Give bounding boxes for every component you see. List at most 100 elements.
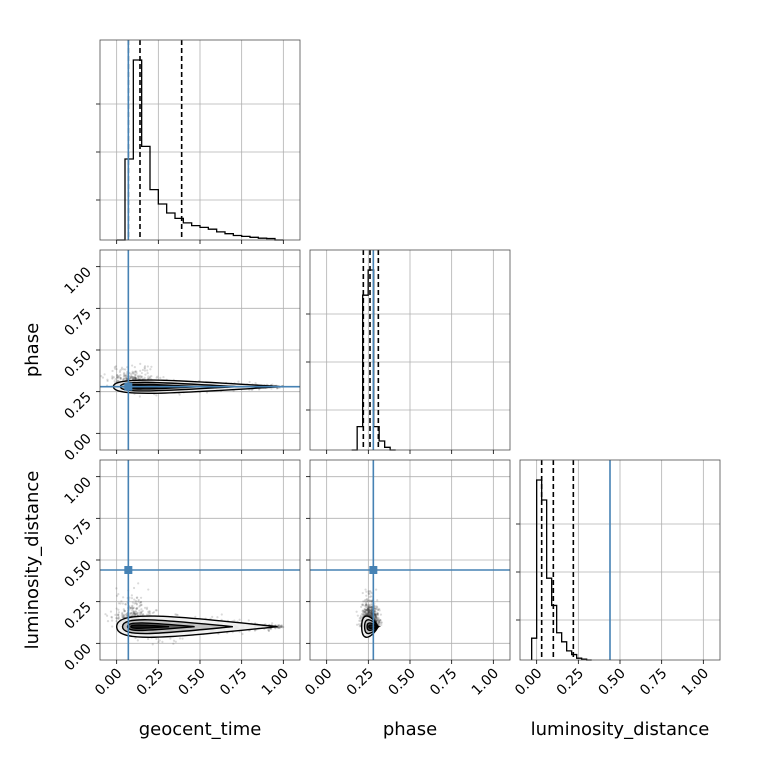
x-tick-label: 0.75 [217, 666, 250, 699]
x-tick-label: 1.00 [469, 666, 502, 699]
scatter-point [366, 608, 369, 612]
scatter-point [365, 604, 368, 607]
scatter-point [156, 375, 159, 378]
scatter-point [124, 603, 127, 606]
scatter-point [132, 611, 136, 614]
scatter-point [123, 613, 126, 616]
scatter-point [139, 611, 142, 614]
scatter-point [370, 612, 373, 616]
scatter-point [368, 603, 371, 606]
scatter-point [137, 377, 140, 380]
histogram-step [116, 59, 284, 241]
scatter-point [116, 376, 119, 379]
x-tick-label: 0.00 [302, 666, 335, 699]
scatter-point [178, 393, 181, 396]
scatter-point [369, 589, 372, 593]
scatter-point [361, 609, 364, 613]
scatter-point [377, 608, 380, 611]
scatter-point [365, 612, 368, 615]
scatter-point [122, 596, 125, 599]
x-tick-label: 0.00 [512, 666, 545, 699]
scatter-point [109, 610, 113, 613]
scatter-point [373, 606, 376, 610]
scatter-point [253, 629, 257, 632]
scatter-point [124, 374, 127, 378]
scatter-point [155, 376, 158, 379]
scatter-point [376, 612, 379, 615]
scatter-point [376, 619, 379, 622]
scatter-point [373, 615, 377, 618]
scatter-point [380, 623, 383, 626]
scatter-point [143, 366, 146, 369]
scatter-point [376, 612, 380, 615]
scatter-point [362, 600, 365, 603]
scatter-point [373, 614, 377, 617]
scatter-point [174, 613, 177, 616]
y-tick-label: 0.50 [61, 558, 94, 591]
truth-marker [369, 566, 378, 574]
scatter-point [178, 637, 182, 640]
scatter-point [363, 610, 366, 614]
scatter-point [132, 606, 136, 609]
scatter-point [122, 377, 125, 381]
scatter-point [367, 591, 370, 594]
scatter-point [368, 606, 371, 609]
scatter-point [134, 370, 137, 373]
scatter-point [364, 609, 368, 612]
scatter-point [368, 613, 371, 616]
scatter-point [118, 375, 121, 378]
scatter-point [364, 605, 367, 609]
scatter-point [373, 613, 377, 616]
scatter-point [376, 612, 379, 616]
scatter-point [362, 611, 365, 614]
scatter-point [116, 614, 120, 617]
x-tick-label: 0.75 [427, 666, 460, 699]
scatter-point [370, 604, 373, 607]
scatter-point [141, 609, 144, 613]
scatter-point [136, 374, 139, 377]
scatter-point [216, 616, 219, 619]
scatter-point [233, 619, 236, 622]
scatter-point [141, 612, 145, 616]
scatter-point [113, 379, 116, 383]
scatter-point [370, 611, 373, 614]
scatter-point [130, 606, 133, 610]
scatter-point [155, 637, 158, 641]
scatter-point [370, 612, 373, 615]
scatter-point [369, 611, 373, 615]
scatter-point [111, 369, 114, 373]
scatter-point [136, 376, 139, 379]
scatter-point [358, 625, 361, 628]
scatter-point [115, 619, 118, 623]
scatter-point [175, 613, 178, 616]
scatter-point [129, 375, 132, 378]
scatter-point [152, 611, 156, 614]
scatter-point [366, 609, 369, 612]
scatter-point [123, 609, 126, 612]
scatter-point [248, 380, 251, 384]
scatter-point [366, 608, 370, 611]
scatter-point [122, 614, 125, 618]
scatter-point [131, 377, 134, 380]
scatter-point [129, 376, 132, 380]
scatter-point [277, 623, 280, 627]
scatter-point [370, 606, 373, 609]
scatter-point [125, 613, 128, 616]
scatter-point [147, 610, 150, 613]
scatter-point [138, 605, 141, 608]
scatter-point [368, 596, 371, 599]
scatter-point [247, 619, 250, 622]
scatter-point [362, 612, 365, 616]
scatter-point [267, 628, 270, 631]
scatter-point [358, 617, 361, 620]
scatter-point [134, 370, 137, 373]
truth-marker [124, 566, 133, 574]
scatter-point [147, 612, 150, 615]
scatter-point [369, 606, 372, 609]
scatter-point [377, 621, 380, 624]
scatter-point [137, 600, 140, 603]
scatter-point [374, 607, 377, 610]
scatter-point [373, 615, 377, 618]
y-tick-label: 0.25 [61, 389, 94, 422]
scatter-point [155, 609, 158, 612]
